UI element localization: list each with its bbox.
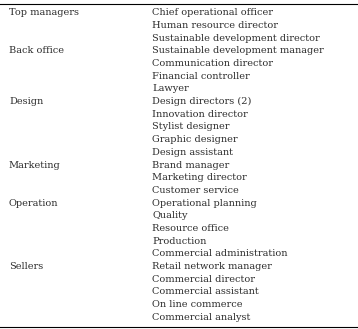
Text: Design: Design: [9, 97, 43, 106]
Text: Brand manager: Brand manager: [152, 161, 229, 169]
Text: Operational planning: Operational planning: [152, 198, 257, 208]
Text: Stylist designer: Stylist designer: [152, 122, 229, 132]
Text: Resource office: Resource office: [152, 224, 229, 233]
Text: On line commerce: On line commerce: [152, 300, 243, 309]
Text: Sellers: Sellers: [9, 262, 43, 271]
Text: Design directors (2): Design directors (2): [152, 97, 252, 106]
Text: Commercial administration: Commercial administration: [152, 249, 287, 258]
Text: Human resource director: Human resource director: [152, 21, 278, 30]
Text: Top managers: Top managers: [9, 9, 79, 17]
Text: Sustainable development director: Sustainable development director: [152, 34, 320, 43]
Text: Back office: Back office: [9, 46, 64, 56]
Text: Commercial assistant: Commercial assistant: [152, 287, 259, 296]
Text: Commercial analyst: Commercial analyst: [152, 313, 251, 321]
Text: Communication director: Communication director: [152, 59, 273, 68]
Text: Operation: Operation: [9, 198, 58, 208]
Text: Customer service: Customer service: [152, 186, 239, 195]
Text: Innovation director: Innovation director: [152, 110, 248, 119]
Text: Chief operational officer: Chief operational officer: [152, 9, 273, 17]
Text: Lawyer: Lawyer: [152, 85, 189, 93]
Text: Marketing director: Marketing director: [152, 173, 247, 182]
Text: Quality: Quality: [152, 211, 188, 220]
Text: Graphic designer: Graphic designer: [152, 135, 238, 144]
Text: Retail network manager: Retail network manager: [152, 262, 272, 271]
Text: Design assistant: Design assistant: [152, 148, 233, 157]
Text: Sustainable development manager: Sustainable development manager: [152, 46, 324, 56]
Text: Commercial director: Commercial director: [152, 275, 255, 284]
Text: Marketing: Marketing: [9, 161, 61, 169]
Text: Financial controller: Financial controller: [152, 72, 250, 81]
Text: Production: Production: [152, 237, 207, 245]
